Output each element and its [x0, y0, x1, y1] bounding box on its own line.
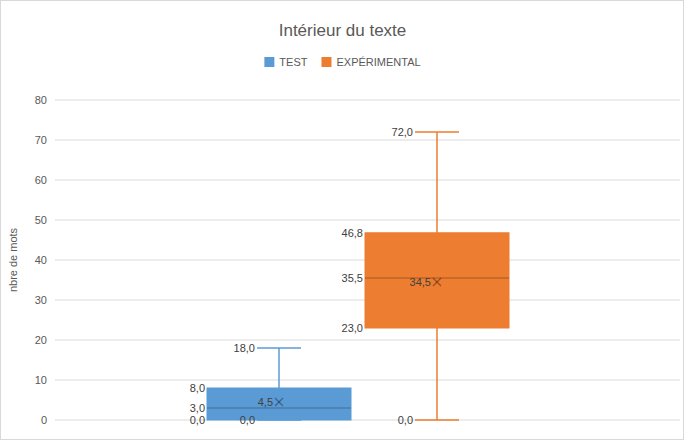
mean-marker-stroke: [275, 398, 283, 406]
grid-line: [55, 380, 680, 381]
mean-marker: [275, 398, 283, 406]
lower-whisker: [436, 328, 438, 420]
data-label: 8,0: [190, 382, 205, 394]
legend: TEST EXPÉRIMENTAL: [264, 56, 420, 68]
legend-swatch: [321, 57, 331, 67]
data-labels: 18,00,08,03,00,04,572,00,046,835,523,034…: [190, 126, 431, 426]
y-tick-label: 20: [35, 334, 47, 346]
title: Intérieur du texte: [279, 21, 407, 40]
data-label: 46,8: [342, 227, 363, 239]
mean-marker-stroke: [433, 278, 441, 286]
marks: [207, 132, 509, 420]
upper-whisker: [278, 348, 280, 388]
grid-line: [55, 420, 680, 421]
grid-line: [55, 140, 680, 141]
data-label: 23,0: [342, 322, 363, 334]
y-tick-label: 80: [35, 94, 47, 106]
median-line: [365, 277, 509, 278]
grid-line: [55, 100, 680, 101]
chart: Intérieur du texte nbre de mots 0 10 20 30 40 5…: [0, 0, 685, 444]
legend-label: EXPÉRIMENTAL: [336, 56, 420, 68]
y-tick-label: 40: [35, 254, 47, 266]
chart-frame: [1, 1, 684, 440]
data-label: 35,5: [342, 272, 363, 284]
data-label: 72,0: [392, 126, 413, 138]
y-tick-label: 30: [35, 294, 47, 306]
min-cap: [415, 419, 459, 421]
grid: [55, 100, 680, 420]
legend-label: TEST: [279, 56, 307, 68]
y-tick-label: 50: [35, 214, 47, 226]
box-body: [365, 233, 509, 328]
y-axis-label: nbre de mots: [7, 227, 19, 292]
max-cap: [257, 347, 301, 349]
upper-whisker: [436, 132, 438, 233]
mean-marker: [433, 278, 441, 286]
y-tick-label: 60: [35, 174, 47, 186]
grid-line: [55, 340, 680, 341]
mean-marker-stroke: [433, 278, 441, 286]
data-label: 0,0: [398, 414, 413, 426]
data-label: 34,5: [410, 276, 431, 288]
data-label: 18,0: [234, 342, 255, 354]
data-label: 3,0: [190, 402, 205, 414]
mean-marker-stroke: [275, 398, 283, 406]
data-label: 0,0: [190, 414, 205, 426]
legend-swatch: [264, 57, 274, 67]
grid-line: [55, 180, 680, 181]
data-label: 0,0: [240, 414, 255, 426]
data-label: 4,5: [258, 396, 273, 408]
y-tick-label: 10: [35, 374, 47, 386]
box-body: [207, 388, 351, 420]
max-cap: [415, 131, 459, 133]
box: [207, 348, 351, 420]
box: [365, 132, 509, 420]
y-tick-label: 70: [35, 134, 47, 146]
median-line: [207, 407, 351, 408]
y-tick-label: 0: [41, 414, 47, 426]
grid-line: [55, 220, 680, 221]
